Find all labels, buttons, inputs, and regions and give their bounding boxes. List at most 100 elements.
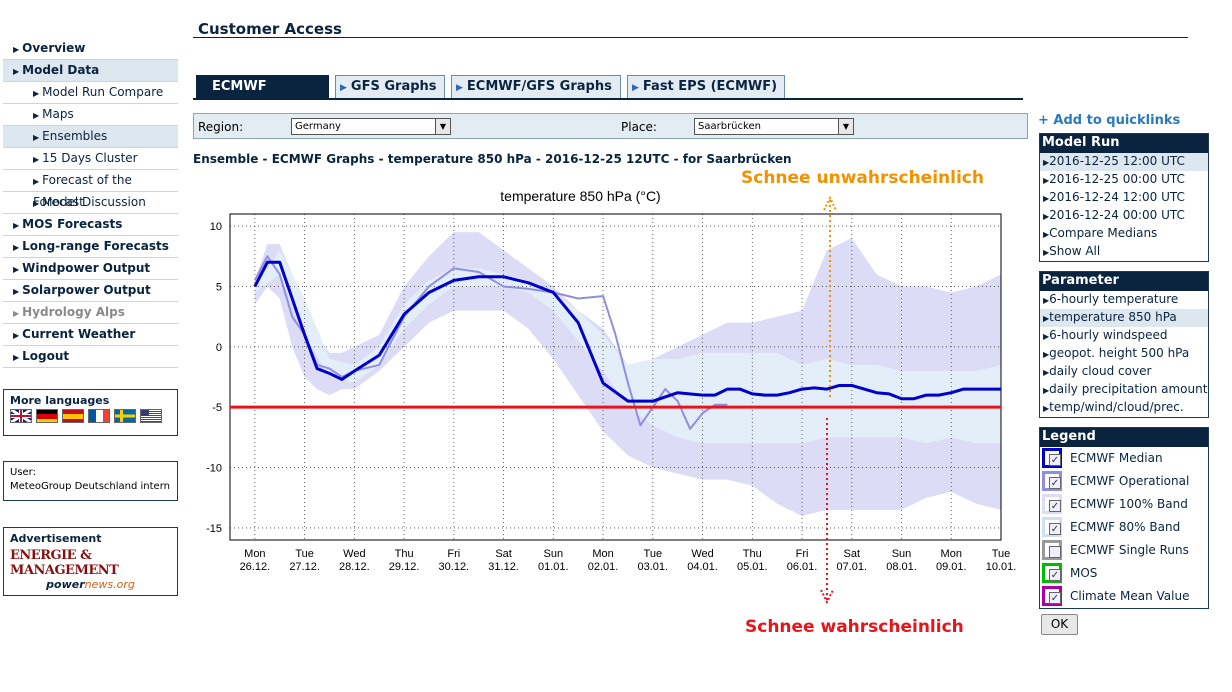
nav-item-4[interactable]: ▶ Ensembles — [3, 126, 178, 148]
tab-3[interactable]: ▶ Fast EPS (ECMWF) — [627, 75, 785, 99]
legend-item-3[interactable]: ✓ ECMWF 80% Band — [1040, 516, 1208, 539]
triangle-right-icon: ▶ — [13, 287, 20, 296]
tab-2[interactable]: ▶ ECMWF/GFS Graphs — [451, 75, 621, 99]
x-tick-day: Mon — [592, 548, 613, 560]
legend-item-1[interactable]: ✓ ECMWF Operational — [1040, 470, 1208, 493]
legend-checkbox[interactable]: ✓ — [1049, 569, 1061, 581]
x-tick-day: Tue — [644, 548, 663, 560]
us-flag-icon[interactable] — [140, 409, 162, 423]
parameter-item-6[interactable]: ▶temp/wind/cloud/prec. — [1040, 399, 1208, 417]
uk-flag-icon[interactable] — [10, 409, 32, 423]
parameter-item-2[interactable]: ▶6-hourly windspeed — [1040, 327, 1208, 345]
nav-item-3[interactable]: ▶ Maps — [3, 104, 178, 126]
nav-item-0[interactable]: ▶ Overview — [3, 38, 178, 60]
chart-title: temperature 850 hPa (°C) — [500, 188, 660, 204]
model_run-item-label: 2016-12-24 00:00 UTC — [1049, 208, 1185, 222]
nav-item-label: Long-range Forecasts — [22, 239, 169, 253]
de-flag-icon[interactable] — [36, 409, 58, 423]
legend-checkbox[interactable]: ✓ — [1049, 592, 1061, 604]
arrow-right-icon: ▶ — [632, 83, 639, 93]
parameter-item-0[interactable]: ▶6-hourly temperature — [1040, 291, 1208, 309]
model_run-item-4[interactable]: ▶Compare Medians — [1040, 225, 1208, 243]
nav-item-14[interactable]: ▶ Logout — [3, 346, 178, 368]
model_run-item-0[interactable]: ▶2016-12-25 12:00 UTC — [1040, 153, 1208, 171]
nav-item-1[interactable]: ▶ Model Data — [3, 60, 178, 82]
fr-flag-icon[interactable] — [88, 409, 110, 423]
triangle-right-icon: ▶ — [1043, 194, 1050, 203]
nav-item-10[interactable]: ▶ Windpower Output — [3, 258, 178, 280]
place-value: Saarbrücken — [698, 121, 761, 132]
nav-item-8[interactable]: ▶ MOS Forecasts — [3, 214, 178, 236]
legend-swatch: ✓ — [1042, 448, 1062, 468]
x-tick-date: 31.12. — [488, 561, 519, 573]
region-select[interactable]: Germany ▼ — [291, 118, 451, 135]
nav-item-label: Current Weather — [22, 327, 136, 341]
parameter-item-label: daily cloud cover — [1049, 364, 1152, 378]
triangle-right-icon: ▶ — [33, 199, 40, 208]
nav-item-7[interactable]: ▶ Model Discussion — [3, 192, 178, 214]
legend-checkbox[interactable]: ✓ — [1049, 454, 1061, 466]
ad-logo-powernews-a: power — [46, 578, 85, 591]
advertisement-label: Advertisement — [10, 532, 102, 545]
model_run-item-label: Compare Medians — [1049, 226, 1158, 240]
legend-checkbox[interactable]: ✓ — [1049, 500, 1061, 512]
nav-item-2[interactable]: ▶ Model Run Compare — [3, 82, 178, 104]
ad-logo-energie[interactable]: ENERGIE & MANAGEMENT — [10, 548, 119, 578]
chevron-down-icon: ▼ — [435, 119, 450, 134]
languages-box: More languages — [3, 389, 178, 436]
legend-swatch — [1042, 540, 1062, 560]
x-tick-day: Tue — [295, 548, 314, 560]
legend-swatch: ✓ — [1042, 517, 1062, 537]
nav-item-6[interactable]: ▶ Forecast of the Forecast — [3, 170, 178, 209]
tab-1[interactable]: ▶ GFS Graphs — [335, 75, 445, 99]
nav-item-12[interactable]: ▶ Hydrology Alps — [3, 302, 178, 324]
legend-item-0[interactable]: ✓ ECMWF Median — [1040, 447, 1208, 470]
legend-item-6[interactable]: ✓ Climate Mean Value — [1040, 585, 1208, 608]
triangle-right-icon: ▶ — [13, 221, 20, 230]
x-tick-day: Fri — [796, 548, 809, 560]
place-select[interactable]: Saarbrücken ▼ — [694, 118, 854, 135]
triangle-right-icon: ▶ — [13, 331, 20, 340]
advertisement-box: Advertisement ENERGIE & MANAGEMENT power… — [3, 527, 178, 596]
triangle-right-icon: ▶ — [1043, 368, 1050, 377]
place-label: Place: — [621, 120, 657, 134]
parameter-item-5[interactable]: ▶daily precipitation amount — [1040, 381, 1208, 399]
legend-checkbox[interactable]: ✓ — [1049, 477, 1061, 489]
x-tick-day: Thu — [743, 548, 762, 560]
ok-button[interactable]: OK — [1041, 614, 1078, 635]
es-flag-icon[interactable] — [62, 409, 84, 423]
tab-0[interactable]: ECMWF Graphs — [196, 75, 329, 116]
nav-item-11[interactable]: ▶ Solarpower Output — [3, 280, 178, 302]
legend-item-2[interactable]: ✓ ECMWF 100% Band — [1040, 493, 1208, 516]
x-tick-date: 01.01. — [538, 561, 569, 573]
nav-item-9[interactable]: ▶ Long-range Forecasts — [3, 236, 178, 258]
x-tick-date: 05.01. — [737, 561, 768, 573]
x-tick-date: 02.01. — [588, 561, 619, 573]
model_run-item-2[interactable]: ▶2016-12-24 12:00 UTC — [1040, 189, 1208, 207]
nav-item-5[interactable]: ▶ 15 Days Cluster — [3, 148, 178, 170]
legend-label: MOS — [1070, 566, 1098, 580]
legend-checkbox[interactable] — [1049, 546, 1061, 558]
legend-swatch: ✓ — [1042, 471, 1062, 491]
ad-logo-powernews[interactable]: powernews.org — [10, 578, 171, 591]
model_run-item-5[interactable]: ▶Show All — [1040, 243, 1208, 261]
x-tick-date: 07.01. — [836, 561, 867, 573]
parameter-item-1[interactable]: ▶temperature 850 hPa — [1040, 309, 1208, 327]
model_run-item-3[interactable]: ▶2016-12-24 00:00 UTC — [1040, 207, 1208, 225]
parameter-item-3[interactable]: ▶geopot. height 500 hPa — [1040, 345, 1208, 363]
add-quicklinks-link[interactable]: + Add to quicklinks — [1038, 113, 1181, 128]
parameter-panel: Parameter ▶6-hourly temperature ▶temperat… — [1039, 271, 1209, 418]
triangle-right-icon: ▶ — [13, 67, 20, 76]
legend-item-5[interactable]: ✓ MOS — [1040, 562, 1208, 585]
triangle-right-icon: ▶ — [13, 265, 20, 274]
parameter-item-4[interactable]: ▶daily cloud cover — [1040, 363, 1208, 381]
triangle-right-icon: ▶ — [1043, 404, 1050, 413]
x-tick-date: 10.01. — [986, 561, 1017, 573]
legend-list: ✓ ECMWF Median ✓ ECMWF Operational ✓ ECMWF 10… — [1040, 447, 1208, 608]
legend-item-4[interactable]: ECMWF Single Runs — [1040, 539, 1208, 562]
legend-checkbox[interactable]: ✓ — [1049, 523, 1061, 535]
se-flag-icon[interactable] — [114, 409, 136, 423]
model_run-item-1[interactable]: ▶2016-12-25 00:00 UTC — [1040, 171, 1208, 189]
nav-item-13[interactable]: ▶ Current Weather — [3, 324, 178, 346]
legend-label: ECMWF 100% Band — [1070, 497, 1188, 511]
